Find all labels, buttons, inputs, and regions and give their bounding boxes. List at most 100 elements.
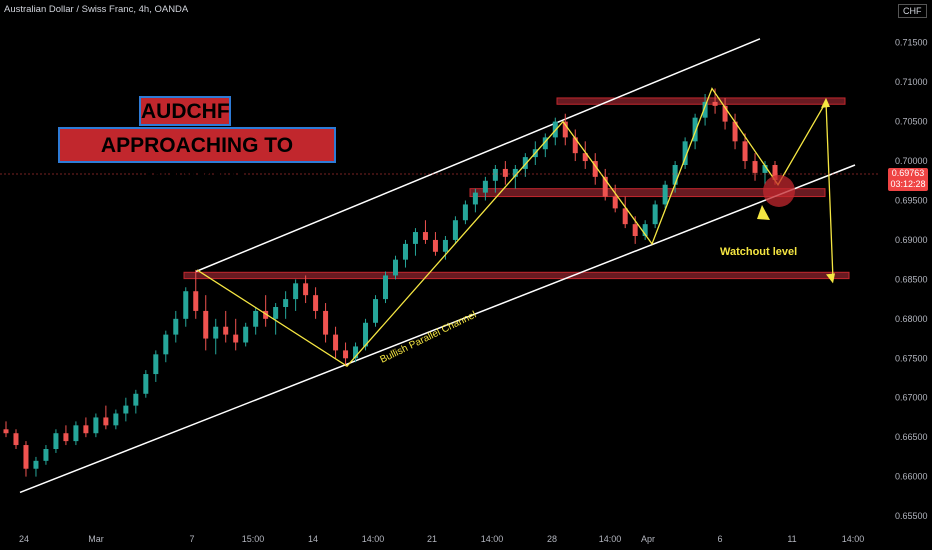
candle-body (283, 299, 289, 307)
candle-body (33, 460, 39, 469)
candle-body (422, 232, 428, 240)
candle-body (23, 445, 29, 469)
channel-label: Bullish Parallel Channel (378, 310, 478, 366)
candle-body (752, 161, 758, 173)
price-value: 0.69763 (891, 168, 925, 178)
candle-body (213, 326, 219, 339)
symbol-header: Australian Dollar / Swiss Franc, 4h, OAN… (4, 4, 189, 15)
zone-rect (556, 97, 846, 105)
axis-layer: 0.71500 0.71000 0.70500 0.70000 0.69500 0.690… (19, 38, 928, 544)
candle-body (103, 417, 109, 426)
candle-body (323, 310, 329, 335)
candle-body (133, 393, 139, 406)
candle-body (383, 275, 389, 300)
candle-body (293, 283, 299, 300)
candle-body (353, 346, 359, 359)
y-tick-label: 0.67500 (895, 353, 928, 363)
candle-body (632, 224, 638, 236)
candle-body (652, 204, 658, 225)
x-tick-label: 24 (19, 534, 29, 544)
channel-upper-line (195, 38, 761, 273)
candle-body (93, 417, 99, 434)
candle-body (63, 433, 69, 442)
candle-body (582, 153, 588, 162)
candle-body (173, 318, 179, 335)
candle-body (343, 350, 349, 359)
y-tick-label: 0.68500 (895, 274, 928, 284)
currency-button[interactable]: CHF (898, 4, 927, 18)
y-tick-label: 0.70500 (895, 117, 928, 127)
candle-body (562, 121, 568, 138)
x-tick-label: 14 (308, 534, 318, 544)
candle-body (193, 291, 199, 311)
candle-body (273, 307, 279, 319)
candle-body (203, 310, 209, 339)
candle-body (412, 232, 418, 244)
zone-rect (469, 188, 826, 198)
candle-body (402, 243, 408, 260)
candle-body (482, 180, 488, 193)
channel-layer (19, 38, 856, 494)
zones-layer (183, 97, 850, 280)
candle-body (3, 429, 9, 434)
candle-body (73, 425, 79, 442)
candle-body (373, 299, 379, 323)
candle-body (113, 413, 119, 426)
candle-body (363, 322, 369, 347)
projection-path (196, 87, 834, 368)
candle-body (682, 141, 688, 165)
x-tick-label: 14:00 (599, 534, 622, 544)
candle-body (472, 192, 478, 205)
candle-body (432, 239, 438, 252)
candle-body (123, 405, 129, 414)
x-tick-label: 11 (787, 534, 796, 544)
y-tick-label: 0.71500 (895, 38, 928, 48)
candle-body (622, 208, 628, 225)
countdown-value: 03:12:28 (890, 179, 926, 189)
candle-body (662, 184, 668, 205)
x-tick-label: 21 (427, 534, 437, 544)
watch-circle (763, 175, 795, 207)
candle-body (462, 204, 468, 221)
x-tick-label: Mar (88, 534, 104, 544)
candle-body (442, 239, 448, 252)
pair-badge: AUDCHF (139, 96, 231, 126)
candle-body (83, 425, 89, 434)
candle-body (452, 220, 458, 240)
candle-body (762, 165, 768, 173)
candle-body (163, 334, 169, 355)
candle-body (233, 334, 239, 343)
candle-body (512, 168, 518, 177)
candle-body (253, 310, 259, 327)
projection-arrow-down-icon (826, 273, 835, 284)
candle-body (642, 224, 648, 236)
candle-body (333, 334, 339, 351)
candle-body (313, 295, 319, 311)
price-label: 0.69763 03:12:28 (888, 168, 928, 191)
watchout-label: Watchout level (720, 246, 797, 258)
y-tick-label: 0.70000 (895, 156, 928, 166)
candle-body (592, 161, 598, 177)
x-tick-label: 6 (717, 534, 722, 544)
x-tick-label: 14:00 (842, 534, 865, 544)
y-tick-label: 0.66000 (895, 472, 928, 482)
y-tick-label: 0.69500 (895, 196, 928, 206)
candle-body (263, 310, 269, 319)
y-tick-label: 0.67000 (895, 393, 928, 403)
x-tick-label: 14:00 (481, 534, 504, 544)
candle-body (542, 137, 548, 150)
candle-body (602, 176, 608, 197)
candle-body (732, 121, 738, 142)
x-tick-label: 14:00 (362, 534, 385, 544)
x-tick-label: 28 (547, 534, 557, 544)
candle-body (612, 196, 618, 209)
x-tick-label: Apr (641, 534, 655, 544)
candle-body (702, 101, 708, 118)
candle-body (692, 117, 698, 142)
projection-path-layer (196, 87, 835, 368)
zone-rect (183, 271, 850, 280)
candle-body (183, 291, 189, 319)
candle-body (243, 326, 249, 343)
candle-body (712, 101, 718, 106)
